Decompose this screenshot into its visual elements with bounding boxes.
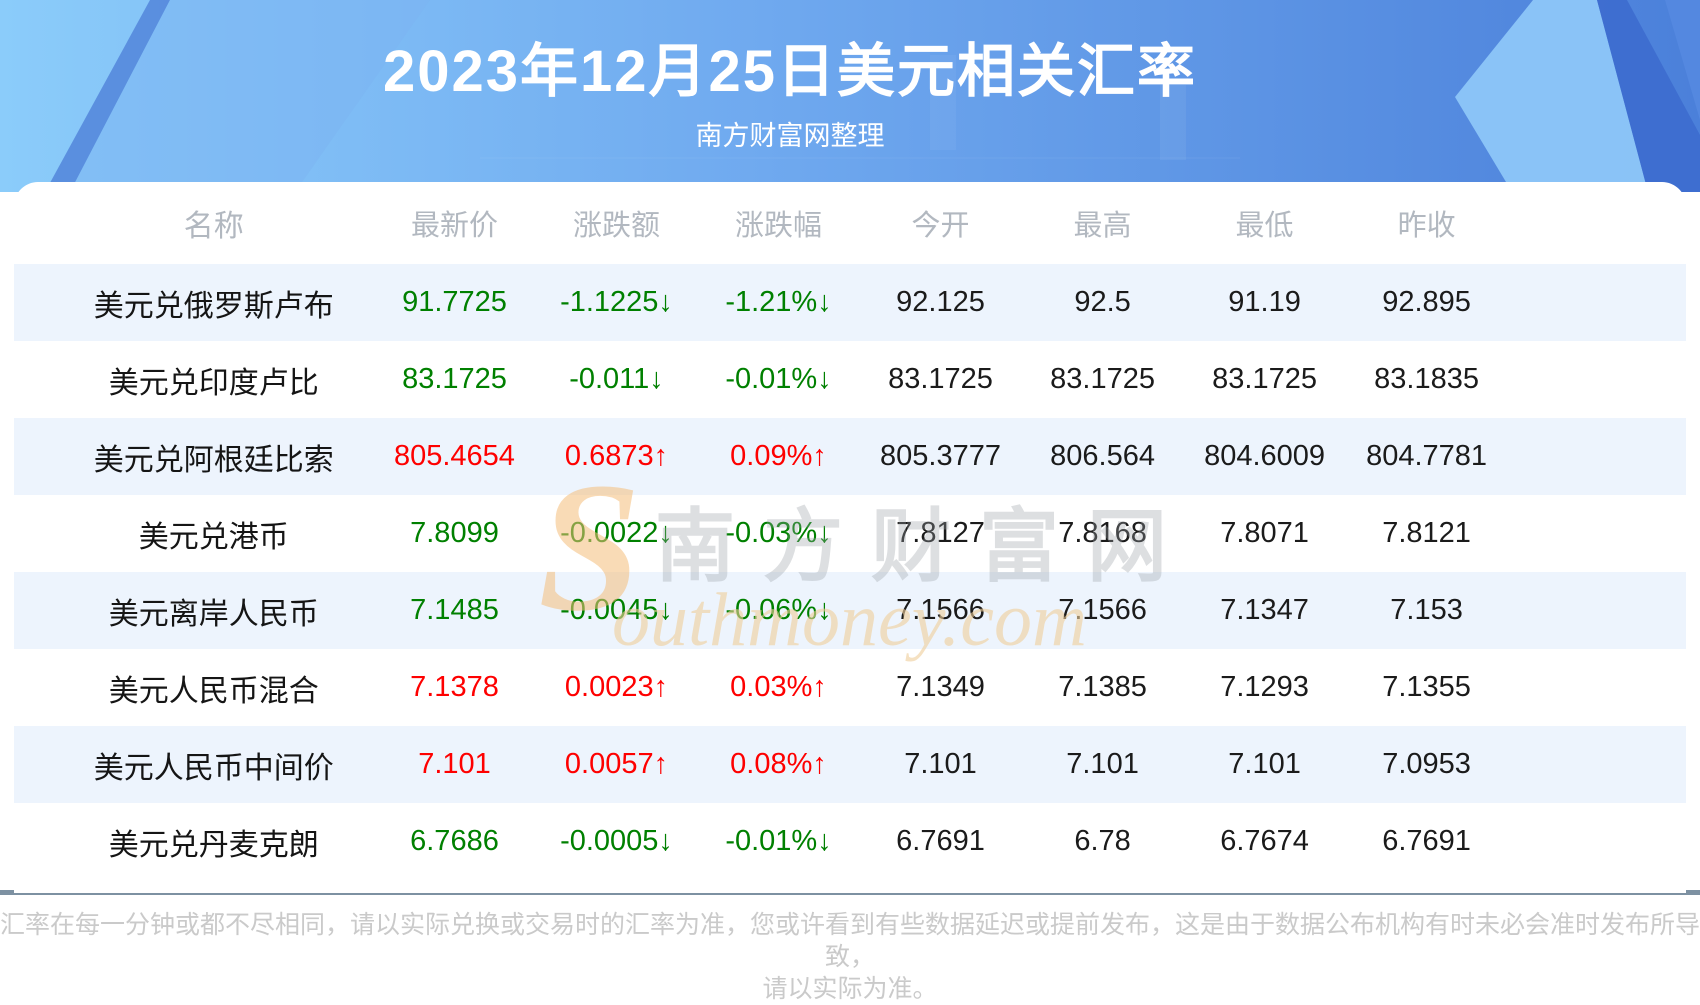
- cell-high: 6.78: [1074, 825, 1131, 857]
- cell-name: 美元兑阿根廷比索: [93, 443, 334, 477]
- cell-low: 7.101: [1228, 748, 1301, 780]
- cell-change-percent: 0.09%↑: [730, 440, 827, 472]
- disclaimer-line-2: 请以实际为准。: [762, 975, 938, 1003]
- cell-change-percent: -0.06%↓: [725, 594, 832, 626]
- table-header-row: 名称 最新价 涨跌额 涨跌幅 今开 最高 最低 昨收: [14, 182, 1686, 264]
- cell-prev-close: 7.153: [1390, 594, 1463, 626]
- cell-change-percent: 0.03%↑: [730, 671, 827, 703]
- cell-change-amount: -0.0045↓: [560, 594, 673, 626]
- hero-decoration: [0, 0, 1700, 192]
- cell-name: 美元兑港币: [138, 520, 289, 554]
- cell-high: 7.1566: [1058, 594, 1147, 626]
- table-row: 美元兑俄罗斯卢布 91.7725 -1.1225↓ -1.21%↓ 92.125…: [14, 264, 1686, 341]
- cell-high: 7.8168: [1058, 517, 1147, 549]
- cell-change-percent: -0.01%↓: [725, 825, 832, 857]
- cell-open: 7.1349: [896, 671, 985, 703]
- cell-change-percent: -1.21%↓: [725, 286, 832, 318]
- table-row: 美元兑印度卢比 83.1725 -0.011↓ -0.01%↓ 83.1725 …: [14, 341, 1686, 418]
- cell-high: 806.564: [1050, 440, 1155, 472]
- table-row: 美元兑阿根廷比索 805.4654 0.6873↑ 0.09%↑ 805.377…: [14, 418, 1686, 495]
- cell-open: 6.7691: [896, 825, 985, 857]
- cell-low: 83.1725: [1212, 363, 1317, 395]
- cell-change-percent: -0.03%↓: [725, 517, 832, 549]
- table-row: 美元人民币混合 7.1378 0.0023↑ 0.03%↑ 7.1349 7.1…: [14, 649, 1686, 726]
- table-row: 美元兑港币 7.8099 -0.0022↓ -0.03%↓ 7.8127 7.8…: [14, 495, 1686, 572]
- column-header-high: 最高: [1073, 210, 1132, 242]
- cell-open: 83.1725: [888, 363, 993, 395]
- cell-last-price: 91.7725: [402, 286, 507, 318]
- cell-change-amount: -0.0005↓: [560, 825, 673, 857]
- cell-low: 91.19: [1228, 286, 1301, 318]
- rates-table-card: 名称 最新价 涨跌额 涨跌幅 今开 最高 最低 昨收 美元兑俄罗斯卢布 91.7…: [14, 182, 1686, 893]
- cell-prev-close: 6.7691: [1382, 825, 1471, 857]
- cell-last-price: 6.7686: [410, 825, 499, 857]
- table-row: 美元离岸人民币 7.1485 -0.0045↓ -0.06%↓ 7.1566 7…: [14, 572, 1686, 649]
- cell-low: 7.1293: [1220, 671, 1309, 703]
- cell-last-price: 7.101: [418, 748, 491, 780]
- cell-change-amount: -0.0022↓: [560, 517, 673, 549]
- cell-open: 92.125: [896, 286, 985, 318]
- table-row: 美元人民币中间价 7.101 0.0057↑ 0.08%↑ 7.101 7.10…: [14, 726, 1686, 803]
- disclaimer-text: 汇率在每一分钟或都不尽相同，请以实际兑换或交易时的汇率为准，您或许看到有些数据延…: [0, 909, 1700, 1005]
- cell-open: 7.8127: [896, 517, 985, 549]
- table-body: 美元兑俄罗斯卢布 91.7725 -1.1225↓ -1.21%↓ 92.125…: [14, 264, 1686, 880]
- page-title: 2023年12月25日美元相关汇率: [382, 39, 1198, 104]
- column-header-open: 今开: [911, 210, 970, 242]
- cell-high: 7.1385: [1058, 671, 1147, 703]
- cell-last-price: 7.1378: [410, 671, 499, 703]
- cell-high: 92.5: [1074, 286, 1131, 318]
- hero-banner: 2023年12月25日美元相关汇率 南方财富网整理: [0, 0, 1700, 192]
- cell-prev-close: 804.7781: [1366, 440, 1488, 472]
- page-subtitle: 南方财富网整理: [695, 121, 885, 151]
- cell-name: 美元离岸人民币: [108, 597, 319, 631]
- cell-change-amount: 0.6873↑: [564, 440, 669, 472]
- cell-name: 美元兑丹麦克朗: [108, 828, 319, 862]
- cell-prev-close: 7.0953: [1382, 748, 1471, 780]
- column-header-name: 名称: [183, 210, 244, 243]
- cell-change-amount: -0.011↓: [569, 363, 664, 395]
- column-header-prev-close: 昨收: [1397, 210, 1456, 242]
- cell-prev-close: 83.1835: [1374, 363, 1479, 395]
- cell-high: 7.101: [1066, 748, 1139, 780]
- cell-high: 83.1725: [1050, 363, 1155, 395]
- cell-name: 美元人民币混合: [108, 674, 319, 708]
- cell-open: 805.3777: [880, 440, 1001, 472]
- cell-prev-close: 7.8121: [1382, 517, 1471, 549]
- cell-name: 美元兑印度卢比: [108, 366, 319, 400]
- cell-change-amount: 0.0057↑: [564, 748, 669, 780]
- cell-name: 美元兑俄罗斯卢布: [93, 289, 334, 323]
- column-header-change-percent: 涨跌幅: [735, 210, 823, 242]
- cell-change-percent: -0.01%↓: [725, 363, 832, 395]
- cell-low: 804.6009: [1204, 440, 1326, 472]
- cell-prev-close: 92.895: [1382, 286, 1471, 318]
- cell-prev-close: 7.1355: [1382, 671, 1471, 703]
- disclaimer-line-1: 汇率在每一分钟或都不尽相同，请以实际兑换或交易时的汇率为准，您或许看到有些数据延…: [0, 911, 1700, 971]
- column-header-change-amount: 涨跌额: [572, 210, 660, 242]
- cell-low: 6.7674: [1220, 825, 1309, 857]
- cell-change-amount: -1.1225↓: [560, 286, 673, 318]
- column-header-low: 最低: [1235, 210, 1294, 242]
- table-row: 美元兑丹麦克朗 6.7686 -0.0005↓ -0.01%↓ 6.7691 6…: [14, 803, 1686, 880]
- hero-text-block: 2023年12月25日美元相关汇率 南方财富网整理: [0, 0, 1580, 192]
- cell-last-price: 7.8099: [410, 517, 499, 549]
- cell-last-price: 7.1485: [410, 594, 499, 626]
- cell-open: 7.1566: [896, 594, 985, 626]
- cell-change-amount: 0.0023↑: [564, 671, 669, 703]
- cell-last-price: 805.4654: [393, 440, 515, 472]
- cell-open: 7.101: [904, 748, 977, 780]
- cell-change-percent: 0.08%↑: [730, 748, 827, 780]
- column-header-last-price: 最新价: [410, 210, 498, 242]
- cell-name: 美元人民币中间价: [93, 751, 334, 785]
- cell-last-price: 83.1725: [402, 363, 507, 395]
- cell-low: 7.8071: [1220, 517, 1309, 549]
- cell-low: 7.1347: [1220, 594, 1309, 626]
